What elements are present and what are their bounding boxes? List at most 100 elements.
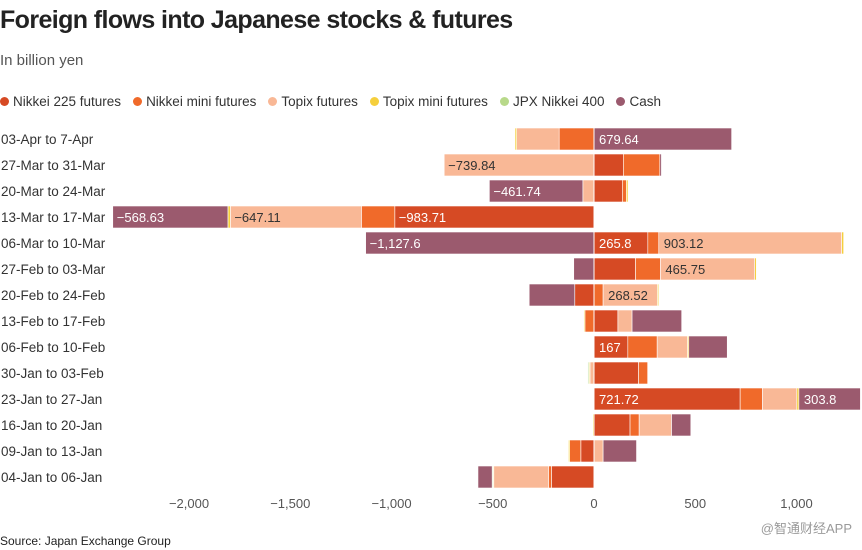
- bar-segment-nikkei-mini-futures: [627, 335, 658, 359]
- data-label: 303.8: [804, 392, 837, 407]
- bar-segment-nikkei-225-futures: [593, 361, 639, 385]
- bar-segment-cash: [671, 413, 692, 437]
- x-axis-tick-label: 1,000: [780, 496, 813, 511]
- data-label: −1,127.6: [370, 236, 421, 251]
- x-axis-tick-label: 500: [684, 496, 706, 511]
- y-axis-label: 23-Jan to 27-Jan: [1, 392, 102, 407]
- bar-segment-cash: [688, 335, 728, 359]
- bar-segment-nikkei-mini-futures: [647, 231, 660, 255]
- bar-segment-cash: [573, 257, 595, 281]
- legend-label: Cash: [629, 94, 661, 109]
- y-axis-label: 13-Mar to 17-Mar: [1, 210, 106, 225]
- y-axis-label: 13-Feb to 17-Feb: [1, 314, 105, 329]
- x-axis-tick-label: −500: [478, 496, 507, 511]
- data-label: −568.63: [117, 210, 164, 225]
- data-label: 721.72: [599, 392, 639, 407]
- x-axis-tick-label: 0: [590, 496, 597, 511]
- legend-swatch: [616, 97, 626, 106]
- y-axis-label: 03-Apr to 7-Apr: [1, 132, 94, 147]
- data-label: 679.64: [599, 132, 639, 147]
- legend-item-nikkei-225: Nikkei 225 futures: [0, 94, 121, 109]
- source-note: Source: Japan Exchange Group: [0, 534, 171, 548]
- legend: Nikkei 225 futures Nikkei mini futures T…: [0, 94, 661, 109]
- legend-swatch: [369, 97, 379, 106]
- data-label: 268.52: [608, 288, 648, 303]
- y-axis-label: 16-Jan to 20-Jan: [1, 418, 102, 433]
- bar-segment-topix-mini-futures: [227, 205, 231, 229]
- chart-title: Foreign flows into Japanese stocks & fut…: [0, 6, 513, 34]
- data-label: −983.71: [399, 210, 446, 225]
- bar-segment-topix-futures: [617, 309, 633, 333]
- legend-item-nikkei-mini: Nikkei mini futures: [133, 94, 256, 109]
- legend-label: Nikkei mini futures: [146, 94, 257, 109]
- legend-item-topix-mini: Topix mini futures: [369, 94, 488, 109]
- bar-segment-cash: [477, 465, 493, 489]
- bar-segment-topix-mini-futures: [583, 309, 586, 333]
- x-axis-tick-label: −2,000: [169, 496, 209, 511]
- legend-label: Topix futures: [281, 94, 358, 109]
- y-axis-label: 04-Jan to 06-Jan: [1, 470, 102, 485]
- bar-segment-topix-futures: [516, 127, 560, 151]
- bar-segment-nikkei-225-futures: [551, 465, 595, 489]
- bar-segment-nikkei-mini-futures: [635, 257, 661, 281]
- bar-segment-topix-futures: [589, 361, 595, 385]
- bar-segment-nikkei-mini-futures: [629, 413, 640, 437]
- legend-label: Topix mini futures: [382, 94, 488, 109]
- bar-segment-nikkei-mini-futures: [584, 309, 595, 333]
- bar-segment-nikkei-225-futures: [593, 179, 623, 203]
- legend-swatch: [268, 97, 278, 106]
- legend-item-cash: Cash: [616, 94, 661, 109]
- y-axis-label: 09-Jan to 13-Jan: [1, 444, 102, 459]
- bar-segment-cash: [528, 283, 576, 307]
- bar-segment-jpx-nikkei-400: [587, 361, 590, 385]
- bar-segment-nikkei-225-futures: [593, 257, 636, 281]
- bar-segment-cash: [659, 153, 662, 177]
- bar-segment-nikkei-mini-futures: [558, 127, 595, 151]
- chart-subtitle: In billion yen: [0, 52, 84, 69]
- legend-item-topix: Topix futures: [268, 94, 358, 109]
- data-label: 465.75: [665, 262, 705, 277]
- bar-segment-topix-mini-futures: [657, 283, 660, 307]
- y-axis-label: 20-Mar to 24-Mar: [1, 184, 106, 199]
- bar-segment-topix-futures: [638, 413, 672, 437]
- bar-segment-nikkei-mini-futures: [739, 387, 763, 411]
- bar-segment-nikkei-225-futures: [580, 439, 595, 463]
- data-label: −647.11: [234, 210, 280, 225]
- bar-segment-topix-mini-futures: [626, 179, 629, 203]
- y-axis-label: 06-Feb to 10-Feb: [1, 340, 105, 355]
- bar-segment-cash: [112, 205, 229, 229]
- bar-segment-nikkei-mini-futures: [548, 465, 552, 489]
- bar-segment-cash: [631, 309, 682, 333]
- bar-segment-nikkei-mini-futures: [569, 439, 582, 463]
- data-label: 167: [599, 340, 621, 355]
- legend-label: JPX Nikkei 400: [512, 94, 605, 109]
- bar-segment-nikkei-mini-futures: [638, 361, 648, 385]
- bar-segment-nikkei-mini-futures: [622, 179, 627, 203]
- bar-segment-nikkei-mini-futures: [361, 205, 396, 229]
- legend-item-jpx-nikkei-400: JPX Nikkei 400: [499, 94, 605, 109]
- y-axis-label: 30-Jan to 03-Feb: [1, 366, 104, 381]
- bar-segment-topix-mini-futures: [754, 257, 757, 281]
- bar-segment-nikkei-225-futures: [593, 413, 631, 437]
- y-axis-label: 06-Mar to 10-Mar: [1, 236, 106, 251]
- legend-label: Nikkei 225 futures: [13, 94, 122, 109]
- data-label: −461.74: [493, 184, 540, 199]
- bar-segment-topix-mini-futures: [568, 439, 570, 463]
- data-label: 265.8: [599, 236, 632, 251]
- bar-segment-topix-futures: [762, 387, 798, 411]
- bar-segment-cash: [489, 179, 584, 203]
- data-label: −739.84: [448, 158, 495, 173]
- bar-segment-topix-futures: [582, 179, 595, 203]
- bar-segment-nikkei-mini-futures: [593, 283, 604, 307]
- data-label: 903.12: [664, 236, 704, 251]
- watermark: @智通财经APP: [760, 521, 852, 536]
- y-axis-label: 20-Feb to 24-Feb: [1, 288, 105, 303]
- bar-segment-nikkei-225-futures: [593, 309, 619, 333]
- bar-segment-nikkei-mini-futures: [623, 153, 661, 177]
- legend-swatch: [133, 97, 143, 106]
- bar-segment-nikkei-225-futures: [593, 153, 624, 177]
- bar-segment-cash: [798, 387, 861, 411]
- x-axis-tick-label: −1,500: [270, 496, 310, 511]
- legend-swatch: [0, 97, 9, 106]
